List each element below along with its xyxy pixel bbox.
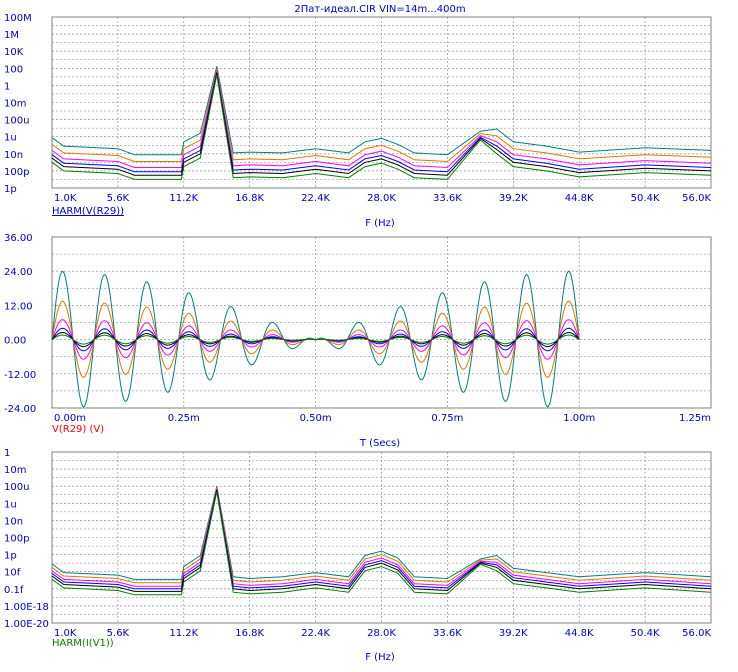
y-tick-label: 1p xyxy=(4,184,17,195)
series-line xyxy=(51,72,712,173)
y-tick-label: 100M xyxy=(4,13,32,24)
trace-label[interactable]: V(R29) (V) xyxy=(52,424,104,435)
y-tick-label: 0.1f xyxy=(4,585,24,596)
x-tick-label: 44.8K xyxy=(565,628,594,639)
y-tick-label: 1 xyxy=(4,448,10,459)
x-tick-label: 22.4K xyxy=(301,628,330,639)
series-group xyxy=(51,270,580,408)
y-tick-label: 100p xyxy=(4,167,29,178)
y-tick-label: 100u xyxy=(4,482,29,493)
series-line xyxy=(51,490,712,592)
harmonics-vr29-panel: 100M 1M 10K 100 1 10m 100u 1u 10n 100p 1p 1.0K 5.6K… xyxy=(4,13,712,229)
series-line xyxy=(51,491,712,596)
x-tick-label: 11.2K xyxy=(169,193,198,204)
y-tick-label: 1.00E-18 xyxy=(4,602,49,613)
x-tick-label: 1.00m xyxy=(563,413,595,424)
y-tick-label: 1u xyxy=(4,133,17,144)
series-line xyxy=(51,68,712,163)
series-line xyxy=(51,66,712,156)
x-tick-label: 33.6K xyxy=(433,193,462,204)
y-tick-label: 1 xyxy=(4,81,10,92)
x-tick-label: 56.0K xyxy=(682,628,711,639)
x-axis-label: T (Secs) xyxy=(359,438,400,449)
x-tick-label: 5.6K xyxy=(107,628,130,639)
y-tick-labels: 36.00 24.00 12.00 0.00 -12.00 -24.00 xyxy=(4,233,36,415)
y-tick-label: -24.00 xyxy=(4,404,36,415)
x-tick-label: 44.8K xyxy=(565,193,594,204)
y-tick-label: 100 xyxy=(4,64,23,75)
y-tick-label: 100u xyxy=(4,116,29,127)
x-tick-label: 50.4K xyxy=(631,193,660,204)
trace-label[interactable]: HARM(V(R29)) xyxy=(52,206,124,217)
x-tick-label: 1.0K xyxy=(54,628,77,639)
x-tick-label: 0.50m xyxy=(300,413,332,424)
x-tick-label: 50.4K xyxy=(631,628,660,639)
y-tick-label: 10n xyxy=(4,516,23,527)
y-tick-label: 1.00E-20 xyxy=(4,619,49,630)
y-tick-label: -12.00 xyxy=(4,370,36,381)
y-tick-label: 10m xyxy=(4,99,26,110)
y-tick-label: 10K xyxy=(4,47,24,58)
x-tick-label: 39.2K xyxy=(499,628,528,639)
x-tick-label: 5.6K xyxy=(107,193,130,204)
x-tick-labels: 1.0K 5.6K 11.2K 16.8K 22.4K 28.0K 33.6K 39.2K 44… xyxy=(54,628,711,639)
y-tick-label: 10n xyxy=(4,150,23,161)
series-line xyxy=(51,334,580,345)
series-line xyxy=(51,487,712,584)
series-group xyxy=(51,486,712,596)
x-tick-label: 28.0K xyxy=(367,193,396,204)
y-tick-label: 36.00 xyxy=(4,233,33,244)
x-tick-label: 0.25m xyxy=(168,413,200,424)
x-tick-label: 11.2K xyxy=(169,628,198,639)
x-tick-label: 28.0K xyxy=(367,628,396,639)
y-tick-label: 24.00 xyxy=(4,267,33,278)
x-axis-label: F (Hz) xyxy=(365,652,395,663)
y-tick-label: 10f xyxy=(4,568,21,579)
y-tick-label: 100p xyxy=(4,534,29,545)
figure-title: 2Пат-идеал.CIR VIN=14m...400m xyxy=(294,4,465,15)
x-tick-label: 1.0K xyxy=(54,193,77,204)
x-tick-label: 16.8K xyxy=(235,193,264,204)
y-tick-label: 1u xyxy=(4,499,17,510)
time-domain-panel: 36.00 24.00 12.00 0.00 -12.00 -24.00 0.00m 0.2… xyxy=(4,233,712,449)
series-group xyxy=(51,66,712,180)
series-line xyxy=(51,74,712,180)
grid xyxy=(52,237,711,408)
y-tick-label: 10m xyxy=(4,465,26,476)
x-tick-label: 56.0K xyxy=(682,193,711,204)
y-tick-label: 0.00 xyxy=(4,336,26,347)
trace-label[interactable]: HARM(I(V1)) xyxy=(52,638,114,649)
x-tick-labels: 0.00m 0.25m 0.50m 0.75m 1.00m 1.25m xyxy=(54,413,711,424)
y-tick-label: 1p xyxy=(4,551,17,562)
x-tick-label: 39.2K xyxy=(499,193,528,204)
x-tick-labels: 1.0K 5.6K 11.2K 16.8K 22.4K 28.0K 33.6K 39.2K 44… xyxy=(54,193,711,204)
x-tick-label: 33.6K xyxy=(433,628,462,639)
grid xyxy=(52,452,711,623)
x-tick-label: 0.75m xyxy=(431,413,463,424)
series-line xyxy=(51,73,712,176)
y-tick-label: 1M xyxy=(4,30,19,41)
x-tick-label: 22.4K xyxy=(301,193,330,204)
x-tick-label: 16.8K xyxy=(235,628,264,639)
series-line xyxy=(51,70,712,169)
x-tick-label: 0.00m xyxy=(54,413,86,424)
x-axis-label: F (Hz) xyxy=(365,218,395,229)
y-tick-labels: 1 10m 100u 1u 10n 100p 1p 10f 0.1f 1.00E-18 1.00E-… xyxy=(4,448,49,630)
x-tick-label: 1.25m xyxy=(679,413,711,424)
y-tick-labels: 100M 1M 10K 100 1 10m 100u 1u 10n 100p 1p xyxy=(4,13,32,195)
series-line xyxy=(51,486,712,580)
harmonics-iv1-panel: 1 10m 100u 1u 10n 100p 1p 10f 0.1f 1.00E-18 1.00E-… xyxy=(4,448,712,663)
y-tick-label: 12.00 xyxy=(4,301,33,312)
